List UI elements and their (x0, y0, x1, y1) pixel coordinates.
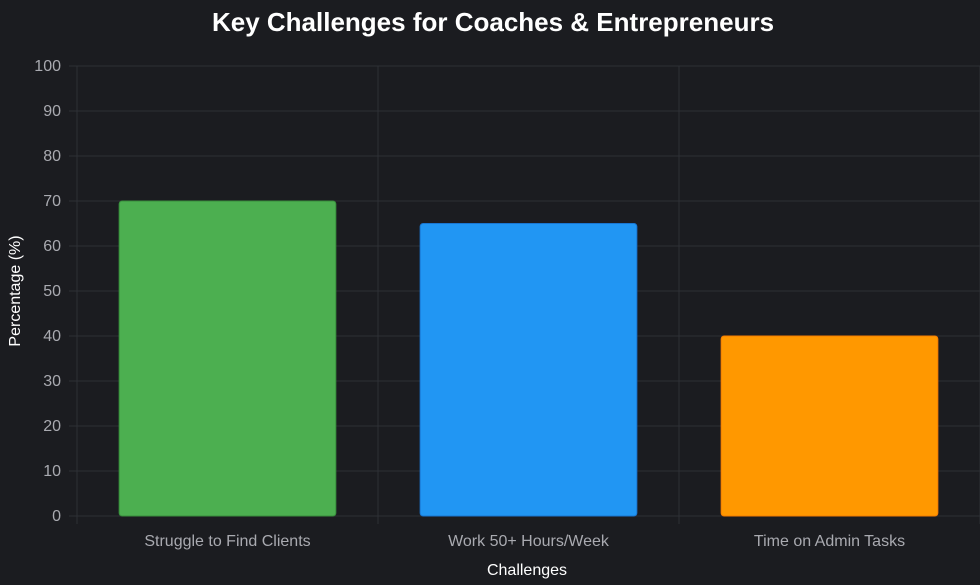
y-tick-label: 90 (43, 103, 61, 120)
chart-title: Key Challenges for Coaches & Entrepreneu… (212, 7, 774, 37)
bar (419, 223, 638, 517)
y-tick-label: 0 (52, 508, 61, 525)
x-tick-label: Time on Admin Tasks (754, 533, 905, 550)
y-tick-label: 20 (43, 418, 61, 435)
bars (118, 200, 939, 517)
y-tick-label: 60 (43, 238, 61, 255)
x-axis-ticks: Struggle to Find Clients Work 50+ Hours/W… (144, 533, 905, 550)
x-tick-label: Work 50+ Hours/Week (448, 533, 610, 550)
y-axis-ticks: 0 10 20 30 40 50 60 70 80 90 100 (34, 58, 61, 525)
y-tick-label: 100 (34, 58, 61, 75)
x-tick-label: Struggle to Find Clients (144, 533, 310, 550)
y-tick-label: 70 (43, 193, 61, 210)
y-tick-label: 50 (43, 283, 61, 300)
y-tick-label: 80 (43, 148, 61, 165)
x-axis-title: Challenges (487, 562, 567, 579)
y-axis-title: Percentage (%) (7, 235, 24, 346)
bar (118, 200, 337, 517)
y-tick-label: 10 (43, 463, 61, 480)
y-tick-label: 40 (43, 328, 61, 345)
bar (720, 335, 939, 517)
y-tick-label: 30 (43, 373, 61, 390)
